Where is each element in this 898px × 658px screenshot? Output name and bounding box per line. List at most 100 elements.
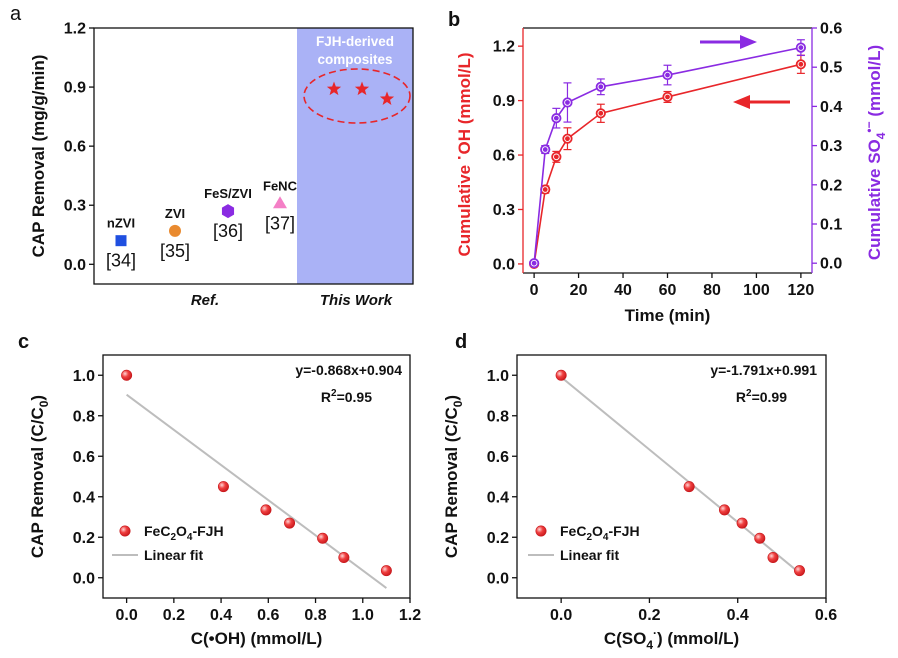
panel-c-legend-label-sub-2: 4 [187, 532, 193, 543]
panel-d-y-tick-label-0: 0.0 [487, 570, 509, 587]
panel-c-x-tick-label-6: 1.2 [399, 607, 421, 624]
panel-b-x-tick-label-3: 60 [659, 282, 677, 299]
panel-d-y-tick-label-5: 1.0 [487, 368, 509, 385]
panel-b-y-right-title: Cumulative SO4•− (mmol/L) [862, 45, 888, 260]
this-work-star-1 [354, 81, 370, 96]
panel-c-legend-marker [119, 525, 131, 537]
panel-b-yl-tick-label-4: 1.2 [493, 39, 515, 56]
panel-d-point-4 [754, 532, 766, 544]
panel-b-y-right-title-part-1: Cumulative SO [865, 139, 884, 260]
point-ref-3: [37] [265, 213, 295, 233]
panel-d-legend-label-part-1: FeC [560, 523, 586, 539]
panel-b-y-left-title: Cumulative ·OH (mmol/L) [450, 52, 474, 256]
panel-d-legend-label-sub-1: 2 [586, 532, 592, 543]
panel-b-y-left-title-part-2: OH (mmol/L) [455, 52, 474, 154]
series-1-point-core-3 [565, 100, 570, 105]
panel-d-point-0 [555, 369, 567, 381]
series-1-point-core-5 [665, 72, 670, 78]
panel-d-point-6 [794, 565, 806, 577]
point-label-0: nZVI [107, 216, 135, 231]
panel-b-yr-tick-label-1: 0.1 [820, 217, 842, 234]
panel-c-legend-label-sub-1: 2 [170, 532, 176, 543]
panel-c-point-1 [217, 481, 229, 493]
series-0-point-core-2 [553, 154, 559, 160]
panel-a-x-category-ref: Ref. [191, 292, 219, 309]
panel-b-yl-tick-label-2: 0.6 [493, 148, 515, 165]
panel-c-y-tick-label-3: 0.6 [73, 449, 95, 466]
panel-d-y-tick-label-4: 0.8 [487, 408, 509, 425]
panel-c-x-tick-label-1: 0.2 [163, 607, 185, 624]
point-ref-1: [35] [160, 241, 190, 261]
panel-d-y-title-part-1: CAP Removal (C/C [442, 407, 461, 558]
panel-b-x-tick-label-4: 80 [703, 282, 721, 299]
panel-c-y-tick-label-5: 1.0 [73, 368, 95, 385]
series-1-point-core-1 [542, 147, 548, 152]
point-label-3: FeNC [263, 178, 298, 193]
point-label-2: FeS/ZVI [204, 186, 252, 201]
panel-b-x-tick-label-5: 100 [743, 282, 770, 299]
panel-c-r2: R2=0.95 [321, 388, 372, 405]
panel-d-x-tick-label-2: 0.4 [727, 607, 749, 624]
panel-d-r2: R2=0.99 [736, 388, 787, 405]
panel-d-frame [516, 354, 827, 599]
panel-b-x-title: Time (min) [625, 306, 711, 325]
panel-c-legend-fit-label: Linear fit [144, 547, 203, 563]
panel-d-point-5 [767, 551, 779, 563]
panel-d-x-title-sub: 4 [646, 638, 653, 652]
panel-b-x-tick-label-0: 0 [530, 282, 539, 299]
panel-d-point-2 [718, 504, 730, 516]
series-1-point-core-0 [531, 260, 537, 266]
marker-nzvi [115, 235, 127, 247]
panel-d-y-tick-label-2: 0.4 [487, 489, 509, 506]
panel-d-x-title: C(SO4·) (mmol/L) [604, 626, 739, 652]
panel-letter-d: d [455, 331, 467, 353]
panel-d-legend-marker [535, 525, 547, 537]
panel-d-x-tick-label-3: 0.6 [815, 607, 837, 624]
panel-c-legend-label-part-2: O [176, 523, 187, 539]
panel-a-y-tick-label-2: 0.6 [64, 139, 86, 156]
panel-d-legend-fit-label: Linear fit [560, 547, 619, 563]
series-0-point-core-5 [665, 94, 670, 100]
panel-b-y-left-title-part-1: Cumulative [455, 160, 474, 256]
marker-zvi [169, 224, 181, 237]
panel-a-y-tick-label-4: 1.2 [64, 21, 86, 38]
panel-c-y-title: CAP Removal (C/C0) [28, 395, 51, 558]
series-1-point-core-6 [798, 45, 804, 50]
arrow-right-head [740, 35, 757, 49]
panel-b-yr-tick-label-6: 0.6 [820, 21, 842, 38]
panel-d-y-title: CAP Removal (C/C0) [442, 395, 465, 558]
panel-b-y-right-title-sup: •− [862, 121, 876, 132]
panel-c-x-title: C(•OH) (mmol/L) [191, 629, 323, 648]
panel-a-y-tick-label-3: 0.9 [64, 80, 86, 97]
arrow-left-head [733, 95, 750, 109]
panel-b-yr-tick-label-5: 0.5 [820, 60, 842, 77]
panel-d-y-tick-label-3: 0.6 [487, 449, 509, 466]
panel-c-point-2 [260, 504, 272, 516]
panel-d-y-title-part-2: ) [442, 395, 461, 401]
panel-d-point-1 [683, 481, 695, 493]
panel-b-x-tick-label-2: 40 [614, 282, 632, 299]
panel-d-point-3 [736, 517, 748, 529]
point-ref-2: [36] [213, 221, 243, 241]
panel-a-y-title: CAP Removal (mg/g/min) [29, 55, 48, 258]
panel-b-yr-tick-label-2: 0.2 [820, 177, 842, 194]
shade-label-line-2: composites [317, 52, 392, 67]
marker-fes-zvi [221, 204, 235, 219]
panel-d-legend-label-sub-2: 4 [603, 532, 609, 543]
panel-a-y-tick-label-1: 0.3 [64, 198, 86, 215]
series-0-point-core-1 [542, 187, 548, 192]
panel-a-frame [93, 27, 414, 285]
panel-d-r2-sup: 2 [746, 388, 752, 399]
panel-c-x-tick-label-2: 0.4 [210, 607, 232, 624]
panel-d-r2-part-2: =0.99 [752, 389, 788, 405]
panel-d-fit-line [560, 376, 801, 574]
panel-a: 0.0 0.3 0.6 0.9 1.2 CAP Removal (mg/g/min) Ref… [29, 21, 414, 309]
panel-c-x-tick-label-5: 1.0 [352, 607, 374, 624]
panel-c-x-tick-label-4: 0.8 [304, 607, 326, 624]
panel-b-y-left-title-dot: · [450, 154, 469, 160]
panel-c-y-tick-label-2: 0.4 [73, 489, 95, 506]
series-0-point-core-6 [798, 61, 804, 67]
panel-c-y-tick-label-4: 0.8 [73, 408, 95, 425]
panel-b-yl-tick-label-3: 0.9 [493, 93, 515, 110]
